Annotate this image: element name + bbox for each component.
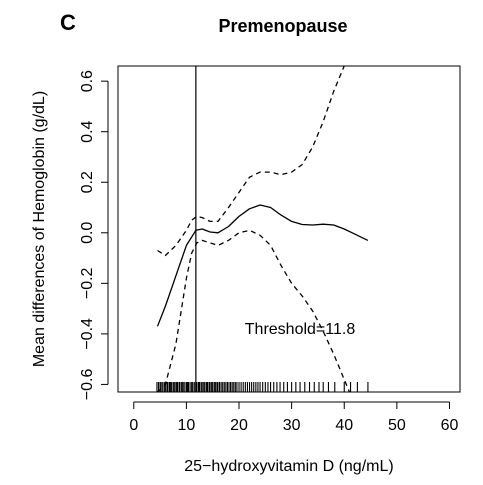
x-tick-label: 20	[230, 417, 248, 434]
x-axis-label: 25−hydroxyvitamin D (ng/mL)	[184, 458, 393, 475]
x-tick-label: 60	[441, 417, 459, 434]
x-tick-label: 0	[129, 417, 138, 434]
series-upper-ci	[157, 66, 347, 257]
threshold-annotation: Threshold=11.8	[245, 321, 356, 338]
y-tick-label: 0.2	[79, 171, 96, 193]
series-lower-ci	[157, 229, 351, 392]
x-axis: 0 10 20 30 40 50 60	[129, 401, 459, 434]
x-tick-label: 10	[178, 417, 196, 434]
y-tick-label: 0.6	[79, 70, 96, 92]
y-tick-label: −0.2	[79, 267, 96, 299]
plot-frame	[117, 65, 461, 393]
y-tick-label: 0.4	[79, 120, 96, 142]
panel-label: C	[60, 10, 76, 35]
x-tick-label: 30	[283, 417, 301, 434]
y-axis: −0.6 −0.4 −0.2 0.0 0.2 0.4 0.6	[79, 70, 109, 401]
x-tick-label: 40	[335, 417, 353, 434]
y-tick-label: 0.0	[79, 222, 96, 244]
x-tick-label: 50	[388, 417, 406, 434]
chart-title: Premenopause	[218, 16, 347, 36]
y-tick-label: −0.6	[79, 369, 96, 401]
series-lines	[156, 66, 369, 392]
y-tick-label: −0.4	[79, 318, 96, 350]
y-axis-label: Mean differences of Hemoglobin (g/dL)	[31, 91, 48, 367]
rug-marks	[156, 382, 369, 392]
series-estimate	[156, 204, 369, 327]
